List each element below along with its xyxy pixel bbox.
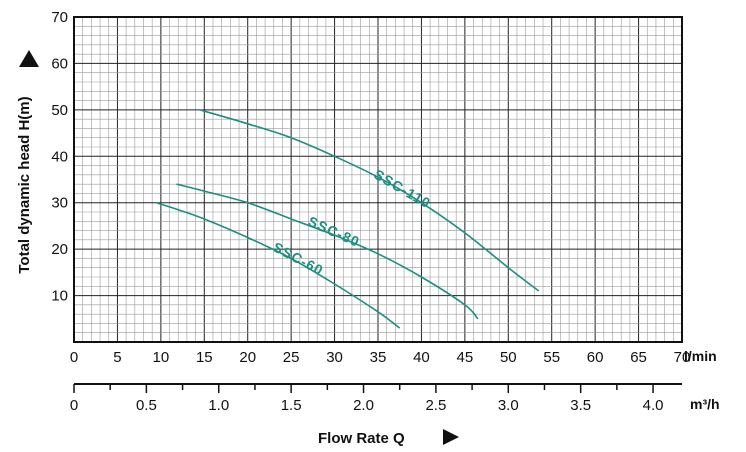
curve-label-ssc-80: SSC-80 (306, 213, 363, 250)
x-tick-label: 40 (413, 349, 430, 366)
x-tick-label: 15 (196, 349, 213, 366)
x2-tick-label: 1.5 (281, 397, 302, 414)
x-tick-label: 55 (543, 349, 560, 366)
x-tick-label: 5 (113, 349, 121, 366)
curve-ssc-80 (176, 183, 479, 320)
chart-grid (73, 16, 683, 343)
y-axis-ticks: 10 20 30 40 50 60 70 (51, 9, 68, 305)
y-axis-label: Total dynamic head H(m) (16, 96, 33, 273)
x-tick-label: 10 (153, 349, 170, 366)
curve-label-ssc-110: SSC-110 (371, 166, 434, 211)
x-tick-label: 70 (674, 349, 691, 366)
x2-tick-label: 0.5 (136, 397, 157, 414)
plot-frame (73, 16, 683, 343)
x-tick-label: 65 (630, 349, 647, 366)
x-axis-ticks-lmin: 0 5 10 15 20 25 30 35 40 45 50 55 60 65 70 (70, 349, 691, 366)
x2-tick-label: 2.0 (353, 397, 374, 414)
x-axis-arrow-icon (443, 429, 459, 445)
performance-curves (156, 109, 540, 329)
x-unit-lmin: l/min (684, 348, 717, 364)
x2-tick-label: 3.5 (570, 397, 591, 414)
x-tick-label: 35 (370, 349, 387, 366)
y-tick-label: 40 (51, 148, 68, 165)
y-tick-label: 10 (51, 288, 68, 305)
y-tick-label: 60 (51, 55, 68, 72)
x-axis-m3h: 0 0.5 1.0 1.5 2.0 2.5 3.0 3.5 4.0 (70, 383, 682, 414)
y-tick-label: 20 (51, 241, 68, 258)
x-tick-label: 0 (70, 349, 78, 366)
curve-ssc-110 (199, 109, 540, 292)
x2-tick-label: 4.0 (643, 397, 664, 414)
curve-ssc-60 (156, 201, 401, 329)
x-tick-label: 60 (587, 349, 604, 366)
x-unit-m3h: m³/h (690, 396, 720, 412)
y-tick-label: 50 (51, 102, 68, 119)
y-tick-label: 70 (51, 9, 68, 26)
x-tick-label: 25 (283, 349, 300, 366)
x2-tick-label: 1.0 (208, 397, 229, 414)
x-tick-label: 30 (326, 349, 343, 366)
x2-tick-label: 3.0 (498, 397, 519, 414)
x-axis-label: Flow Rate Q (318, 430, 405, 447)
x2-tick-label: 2.5 (425, 397, 446, 414)
x-tick-label: 20 (239, 349, 256, 366)
x-tick-label: 50 (500, 349, 517, 366)
y-tick-label: 30 (51, 195, 68, 212)
y-axis-arrow-icon (19, 50, 39, 67)
x-tick-label: 45 (457, 349, 474, 366)
x2-tick-label: 0 (70, 397, 78, 414)
